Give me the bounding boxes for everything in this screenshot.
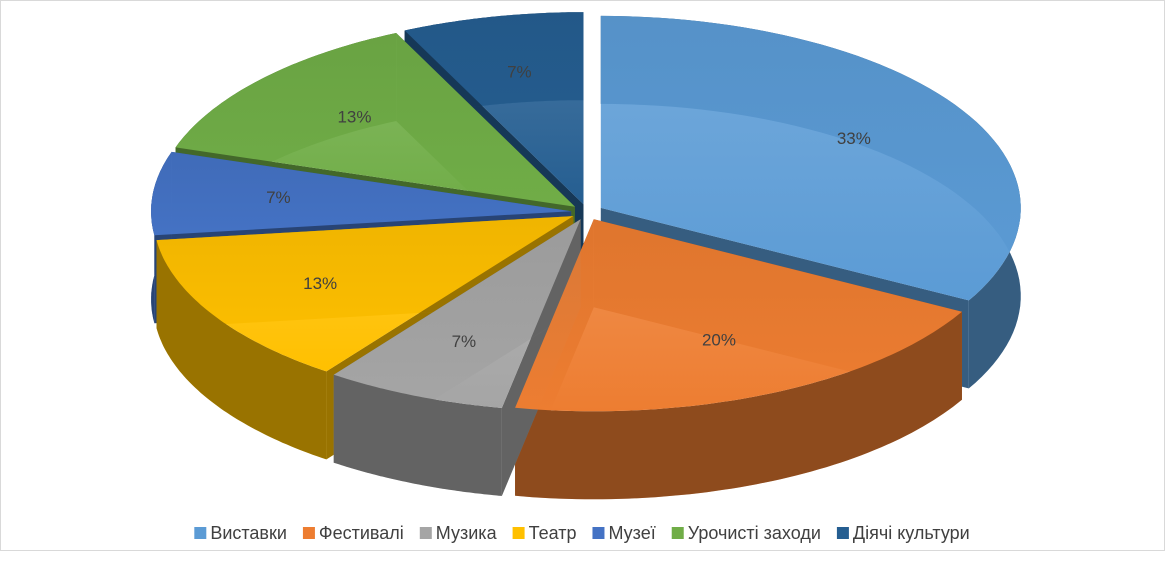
legend-label: Діячі культури (853, 523, 970, 543)
legend: Виставки Фестивалі Музика Театр Музеї Урочист… (194, 523, 970, 543)
slice-wall (156, 240, 327, 460)
slice-wall-shade (515, 311, 962, 500)
data-label: 13% (337, 107, 371, 126)
slice-top (600, 15, 1021, 301)
legend-swatch (512, 527, 525, 539)
slice-wall-shade (333, 374, 502, 496)
legend-label: Музика (436, 523, 498, 543)
data-label: 33% (837, 129, 871, 148)
data-label: 7% (507, 63, 532, 82)
data-label: 20% (702, 330, 736, 349)
slice-wall (333, 374, 502, 496)
slice-top (333, 219, 581, 408)
slice-wall-shade (156, 240, 327, 460)
data-label: 7% (266, 188, 291, 207)
legend-label: Урочисті заходи (688, 523, 821, 543)
legend-swatch (671, 527, 684, 539)
legend-label: Театр (529, 523, 577, 543)
data-label: 13% (303, 274, 337, 293)
legend-swatch (836, 527, 849, 539)
legend-swatch (194, 527, 207, 539)
legend-label: Музеї (608, 523, 655, 543)
legend-swatch (419, 527, 432, 539)
legend-swatch (302, 527, 315, 539)
legend-label: Виставки (210, 523, 287, 543)
slice-top (175, 33, 575, 207)
legend-swatch (592, 527, 605, 539)
slice-top (515, 219, 962, 412)
slice-top (156, 216, 574, 372)
legend-label: Фестивалі (319, 523, 404, 543)
slice-wall (515, 311, 962, 500)
slice-top (404, 12, 584, 205)
data-label: 7% (452, 332, 477, 351)
slice-top (151, 151, 572, 236)
